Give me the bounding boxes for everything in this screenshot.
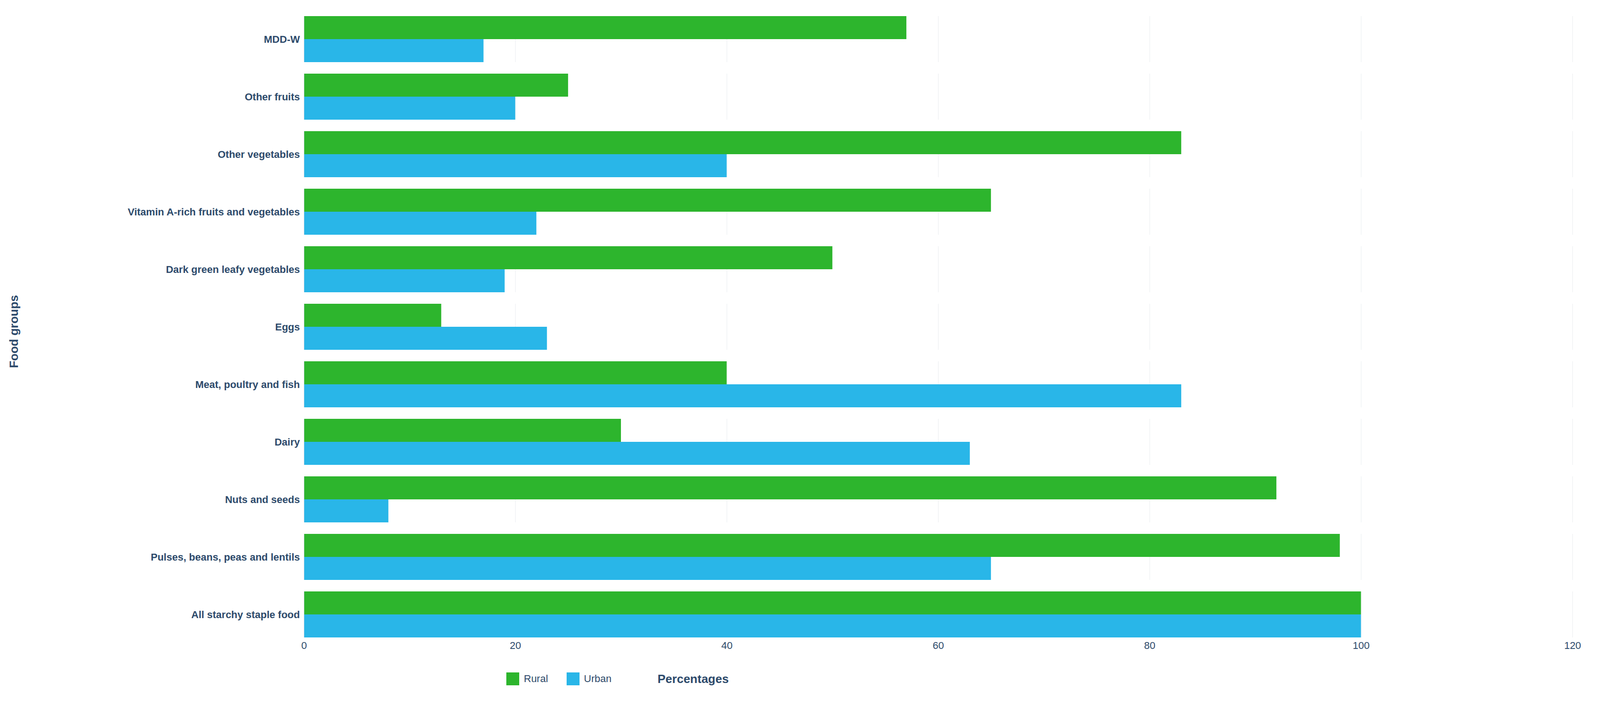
svg-text:Vitamin A-rich fruits and vege: Vitamin A-rich fruits and vegetables	[127, 206, 300, 218]
svg-text:40: 40	[721, 639, 733, 652]
svg-text:Nuts and seeds: Nuts and seeds	[225, 493, 301, 506]
html-text:Urban: Urban	[583, 672, 612, 685]
svg-text:Eggs: Eggs	[275, 321, 301, 333]
svg-text:80: 80	[1144, 639, 1156, 652]
svg-text:Dairy: Dairy	[274, 436, 301, 448]
svg-text:Other fruits: Other fruits	[244, 91, 301, 103]
svg-text:Meat, poultry and fish: Meat, poultry and fish	[195, 378, 300, 391]
svg-text:120: 120	[1564, 639, 1582, 652]
svg-text:100: 100	[1352, 639, 1370, 652]
svg-text:Other vegetables: Other vegetables	[217, 148, 301, 161]
svg-text:All starchy staple food: All starchy staple food	[191, 608, 301, 621]
svg-text:Dark green leafy vegetables: Dark green leafy vegetables	[165, 263, 300, 276]
html-text:Food groups: Food groups	[6, 294, 21, 368]
svg-text:Pulses, beans, peas and lentil: Pulses, beans, peas and lentils	[150, 551, 300, 563]
svg-text:60: 60	[932, 639, 944, 652]
html-text:Percentages: Percentages	[657, 671, 729, 686]
svg-text:MDD-W: MDD-W	[263, 33, 300, 46]
svg-text:20: 20	[510, 639, 522, 652]
svg-text:0: 0	[301, 639, 307, 652]
html-text:Rural: Rural	[523, 672, 549, 685]
